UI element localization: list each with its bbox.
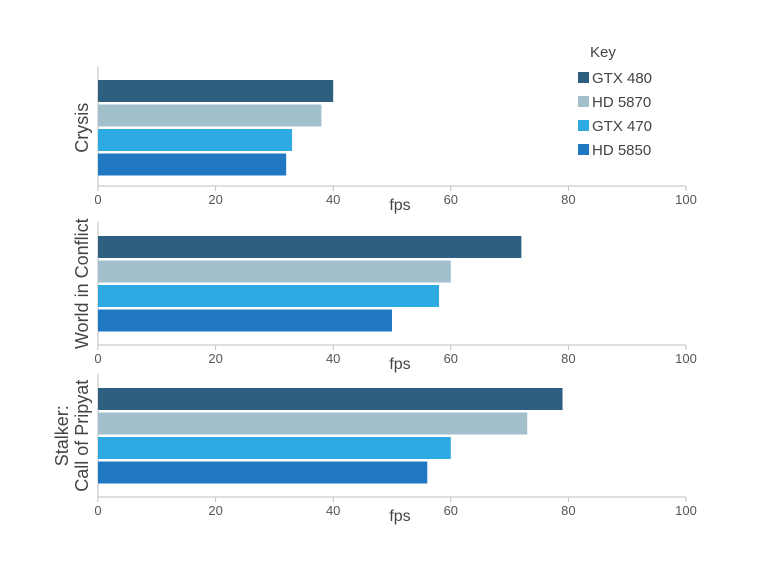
bar-hd-5870 xyxy=(98,260,451,283)
legend-label: GTX 480 xyxy=(592,70,652,87)
x-tick-label: 100 xyxy=(675,351,697,366)
x-tick-label: 40 xyxy=(326,192,340,207)
bar-hd-5850 xyxy=(98,461,428,484)
panel-1: 0 20 40 60 80 100 fps Crysis xyxy=(72,66,697,214)
legend-item: GTX 480 xyxy=(578,70,652,87)
bar-hd-5850 xyxy=(98,153,287,176)
x-tick-label: 80 xyxy=(561,503,575,518)
x-tick-label: 60 xyxy=(444,192,458,207)
bar-hd-5870 xyxy=(98,104,322,127)
bar-gtx-470 xyxy=(98,129,293,151)
legend: Key GTX 480 HD 5870 GTX 470 HD 5850 xyxy=(578,44,652,159)
legend-item: HD 5870 xyxy=(578,94,651,111)
legend-swatch xyxy=(578,120,589,131)
x-axis-label: fps xyxy=(389,356,410,373)
bar-hd-5850 xyxy=(98,309,392,332)
x-tick-label: 40 xyxy=(326,351,340,366)
bar-gtx-480 xyxy=(98,80,334,102)
x-tick-label: 60 xyxy=(444,503,458,518)
legend-swatch xyxy=(578,72,589,83)
x-tick-label: 20 xyxy=(208,351,222,366)
legend-swatch xyxy=(578,144,589,155)
x-tick-label: 0 xyxy=(94,351,101,366)
legend-title: Key xyxy=(590,44,616,61)
legend-label: HD 5850 xyxy=(592,142,651,159)
x-tick-label: 100 xyxy=(675,503,697,518)
legend-label: GTX 470 xyxy=(592,118,652,135)
x-tick-label: 20 xyxy=(208,503,222,518)
panel-title: Call of Pripyat xyxy=(72,380,92,492)
legend-label: HD 5870 xyxy=(592,94,651,111)
x-tick-label: 0 xyxy=(94,503,101,518)
panel-title: World in Conflict xyxy=(72,218,92,349)
x-tick-label: 80 xyxy=(561,192,575,207)
panel-2: 0 20 40 60 80 100 fps World in Conflict xyxy=(72,218,697,373)
x-tick-label: 100 xyxy=(675,192,697,207)
panel-title: Stalker: xyxy=(52,405,72,466)
legend-swatch xyxy=(578,96,589,107)
panel-3: 0 20 40 60 80 100 fps Stalker: Call of Pripyat xyxy=(52,374,697,525)
x-tick-label: 60 xyxy=(444,351,458,366)
bar-gtx-480 xyxy=(98,388,563,410)
x-tick-label: 40 xyxy=(326,503,340,518)
bar-hd-5870 xyxy=(98,412,528,435)
x-axis-label: fps xyxy=(389,197,410,214)
legend-item: GTX 470 xyxy=(578,118,652,135)
x-axis-label: fps xyxy=(389,508,410,525)
legend-item: HD 5850 xyxy=(578,142,651,159)
bar-gtx-470 xyxy=(98,437,451,459)
bar-gtx-480 xyxy=(98,236,522,258)
bar-gtx-470 xyxy=(98,285,440,307)
x-tick-label: 0 xyxy=(94,192,101,207)
x-tick-label: 80 xyxy=(561,351,575,366)
panel-title: Crysis xyxy=(72,103,92,153)
x-tick-label: 20 xyxy=(208,192,222,207)
